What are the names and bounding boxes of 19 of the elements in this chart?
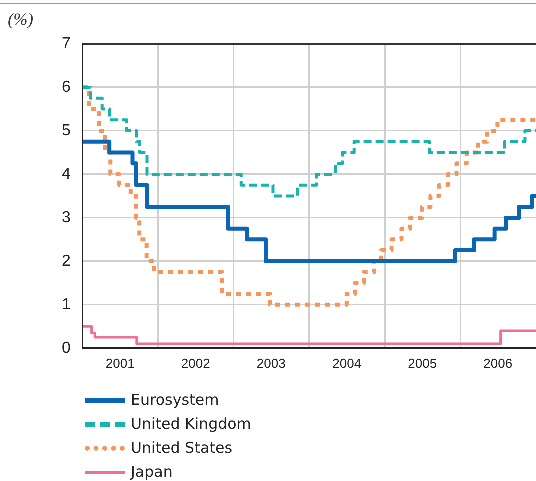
y-tick-label: 3 [62,209,71,226]
x-tick-label: 2005 [408,356,438,371]
y-tick-label: 6 [62,78,71,96]
y-axis-title: (%) [8,10,34,29]
y-tick-label: 7 [62,35,71,52]
legend-label: Eurosystem [131,391,220,409]
legend-label: United States [131,439,233,457]
legend-label: Japan [131,463,173,481]
y-tick-label: 0 [62,340,71,357]
x-tick-label: 2001 [106,356,135,371]
y-tick-label: 4 [62,166,71,183]
y-tick-label: 2 [62,252,71,270]
x-tick-label: 2004 [332,356,362,371]
x-tick-label: 2003 [256,356,286,371]
y-tick-label: 5 [62,122,71,140]
legend-label: United Kingdom [131,415,252,433]
x-tick-label: 2006 [484,356,513,371]
x-tick-label: 2002 [181,356,210,371]
y-tick-label: 1 [62,296,71,314]
